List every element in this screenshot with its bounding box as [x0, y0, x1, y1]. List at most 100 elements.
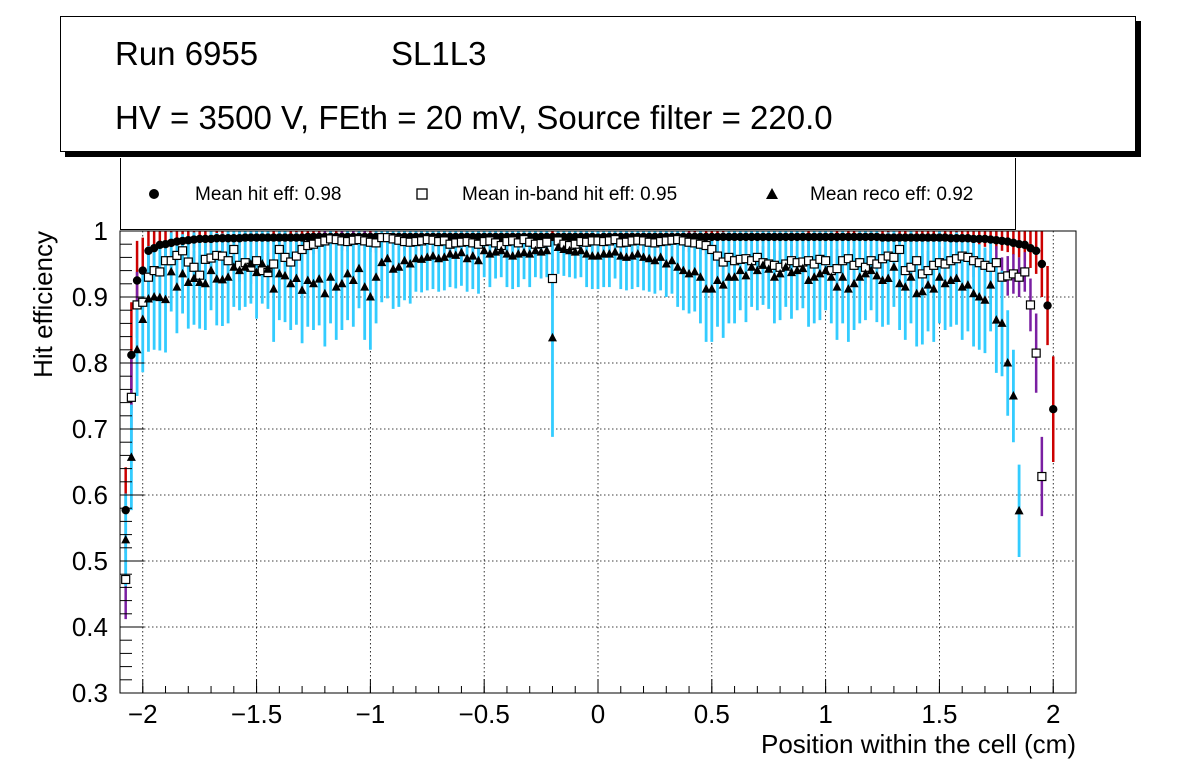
reco-eff-point	[547, 332, 557, 342]
reco-eff-point	[895, 278, 905, 288]
y-tick-label: 0.5	[72, 546, 108, 576]
reco-eff-point	[775, 268, 785, 278]
x-tick-label: 0.5	[694, 699, 730, 729]
reco-eff-point	[462, 253, 472, 263]
reco-eff-point	[690, 266, 700, 276]
inband-eff-point	[889, 252, 899, 262]
reco-eff-point	[166, 266, 176, 276]
x-axis-label: Position within the cell (cm)	[761, 729, 1076, 759]
reco-eff-point	[331, 282, 341, 291]
reco-eff-point	[815, 268, 825, 278]
reco-eff-point	[860, 268, 870, 278]
hit-eff-point	[1031, 246, 1041, 255]
axis-ticks: −2 −1.5 −1 −0.5 0 0.5 1 1.5 2 0.3 0.4 0.5 0.6 0.7 0.8 0…	[72, 216, 1061, 729]
inband-eff-point	[274, 244, 284, 255]
reco-eff-point	[337, 278, 347, 288]
inband-eff-point	[189, 262, 199, 272]
layer-label: SL1L3	[391, 35, 487, 72]
reco-eff-point	[326, 272, 336, 281]
x-tick-label: −1	[356, 699, 386, 729]
reco-eff-point	[183, 277, 193, 286]
reco-eff-point	[530, 245, 540, 255]
reco-eff-point	[411, 253, 421, 263]
inband-eff-point	[832, 264, 842, 274]
reco-eff-point	[371, 272, 381, 281]
y-tick-label: 0.6	[72, 480, 108, 510]
reco-eff-point	[445, 249, 455, 258]
reco-eff-point	[155, 292, 165, 302]
reco-eff-point	[257, 259, 267, 268]
inband-eff-point	[542, 237, 552, 247]
y-axis-label: Hit efficiency	[28, 231, 58, 378]
inband-eff-point	[172, 250, 182, 261]
reco-eff-point	[855, 272, 865, 281]
reco-eff-point	[382, 253, 392, 263]
inband-eff-point	[986, 262, 996, 272]
inband-eff-point	[371, 238, 381, 248]
reco-eff-point	[400, 255, 410, 265]
inband-eff-point	[269, 259, 279, 269]
y-tick-label: 0.7	[72, 414, 108, 444]
reco-eff-point	[974, 292, 984, 301]
reco-eff-point	[656, 252, 666, 261]
inband-eff-point	[121, 574, 131, 585]
hit-eff-point	[1049, 405, 1058, 414]
reco-eff-point	[883, 273, 893, 283]
reco-eff-point	[724, 272, 734, 281]
reco-eff-point	[178, 268, 188, 278]
reco-eff-point	[223, 272, 233, 281]
reco-eff-point	[934, 272, 944, 281]
inband-eff-point	[912, 256, 922, 266]
inband-eff-point	[906, 262, 916, 272]
reco-eff-point	[320, 288, 330, 298]
reco-eff-point	[997, 318, 1007, 327]
inband-eff-point	[821, 256, 831, 266]
reco-eff-point	[582, 249, 592, 258]
reco-eff-point	[701, 284, 711, 293]
legend-reco-marker	[766, 188, 778, 199]
reco-eff-point	[525, 249, 535, 258]
inband-eff-point	[872, 259, 882, 269]
x-tick-label: −1.5	[231, 699, 282, 729]
reco-eff-point	[519, 247, 529, 257]
reco-eff-point	[206, 265, 216, 275]
reco-eff-point	[730, 272, 740, 281]
inband-eff-point	[1031, 348, 1041, 358]
reco-eff-point	[769, 272, 779, 281]
reco-eff-point	[821, 265, 831, 275]
reco-eff-point	[172, 282, 182, 291]
reco-eff-point	[1003, 358, 1013, 367]
reco-eff-point	[138, 314, 148, 323]
reco-eff-point	[451, 250, 461, 259]
reco-eff-point	[314, 274, 324, 283]
run-number: Run 6955	[115, 35, 259, 72]
reco-eff-point	[1008, 391, 1018, 400]
reco-eff-point	[849, 278, 859, 288]
reco-eff-point	[843, 284, 853, 293]
reco-eff-point	[872, 270, 882, 280]
reco-eff-point	[428, 251, 438, 260]
reco-eff-point	[365, 292, 375, 301]
inband-eff-point	[1025, 300, 1036, 310]
reco-eff-point	[553, 242, 563, 251]
inband-eff-point	[894, 244, 905, 255]
reco-eff-point	[866, 265, 876, 275]
legend-reco-label: Mean reco eff: 0.92	[810, 184, 974, 205]
legend: Mean hit eff: 0.98 Mean in-band hit eff:…	[120, 158, 1016, 230]
y-tick-label: 0.3	[72, 678, 108, 708]
reco-eff-point	[718, 280, 728, 289]
reco-eff-point	[952, 273, 961, 283]
reco-eff-point	[917, 286, 927, 296]
reco-eff-point	[969, 288, 979, 298]
inband-eff-point	[291, 251, 302, 261]
reco-eff-point	[633, 249, 643, 258]
inband-eff-point	[177, 246, 188, 256]
reco-eff-point	[405, 259, 415, 268]
reco-eff-point	[695, 272, 705, 281]
reco-eff-point	[348, 275, 358, 284]
reco-eff-point	[991, 315, 1001, 324]
reco-eff-point	[667, 255, 677, 265]
inband-eff-point	[223, 256, 233, 266]
reco-eff-point	[963, 280, 973, 289]
